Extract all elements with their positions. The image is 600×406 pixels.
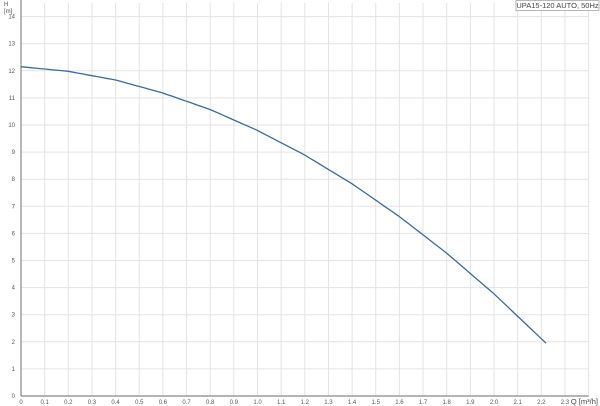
y-tick-label: 3: [12, 313, 16, 319]
y-tick-label: 0: [12, 394, 16, 400]
y-tick-label: 12: [8, 69, 15, 75]
x-tick-label: 1.4: [348, 400, 357, 406]
tick-labels: 0 0.1 0.2 0.3 0.4 0.5 0.6 0.7 0.8 0.9 1.0 1.1 1.2 1.3…: [8, 15, 569, 406]
y-tick-label: 9: [12, 150, 16, 156]
x-tick-label: 0.4: [111, 400, 120, 406]
x-tick-label: 0: [19, 400, 23, 406]
y-tick-label: 10: [8, 123, 15, 129]
x-tick-label: 0.6: [159, 400, 168, 406]
y-tick-label: 14: [8, 15, 15, 21]
x-tick-label: 2.1: [513, 400, 522, 406]
x-tick-label: 2.2: [537, 400, 546, 406]
x-tick-label: 1.5: [372, 400, 381, 406]
x-tick-label: 1.9: [466, 400, 475, 406]
legend-label: UPA15-120 AUTO, 50Hz: [516, 1, 599, 10]
y-tick-label: 8: [12, 177, 16, 183]
x-tick-label: 2.0: [490, 400, 499, 406]
x-tick-label: 0.7: [182, 400, 191, 406]
y-tick-label: 6: [12, 231, 16, 237]
y-tick-label: 4: [12, 286, 16, 292]
x-tick-label: 0.2: [64, 400, 73, 406]
x-tick-label: 1.7: [419, 400, 428, 406]
legend-box: [515, 0, 600, 11]
axes: [20, 0, 589, 397]
y-axis-unit: [m]: [4, 9, 13, 15]
x-tick-label: 0.3: [88, 400, 97, 406]
x-axis-label: Q [m³/h]: [571, 397, 598, 406]
y-tick-label: 7: [12, 204, 16, 210]
grid: [20, 3, 590, 397]
y-tick-label: 13: [8, 42, 15, 48]
x-tick-label: 1.2: [301, 400, 310, 406]
y-tick-label: 1: [12, 367, 16, 373]
series: [20, 66, 547, 344]
x-tick-label: 1.6: [395, 400, 404, 406]
x-tick-label: 0.1: [40, 400, 49, 406]
x-tick-label: 1.0: [253, 400, 262, 406]
x-tick-label: 1.8: [443, 400, 452, 406]
y-tick-label: 5: [12, 259, 16, 265]
pump-curve-line: [20, 66, 547, 344]
x-tick-label: 1.1: [277, 400, 286, 406]
x-tick-label: 1.3: [324, 400, 333, 406]
y-tick-label: 2: [12, 340, 16, 346]
x-tick-label: 0.9: [230, 400, 239, 406]
x-tick-label: 0.5: [135, 400, 144, 406]
y-axis-symbol: H: [4, 2, 8, 8]
x-tick-label: 2.3: [561, 400, 570, 406]
x-tick-label: 0.8: [206, 400, 215, 406]
y-tick-label: 11: [9, 96, 16, 102]
